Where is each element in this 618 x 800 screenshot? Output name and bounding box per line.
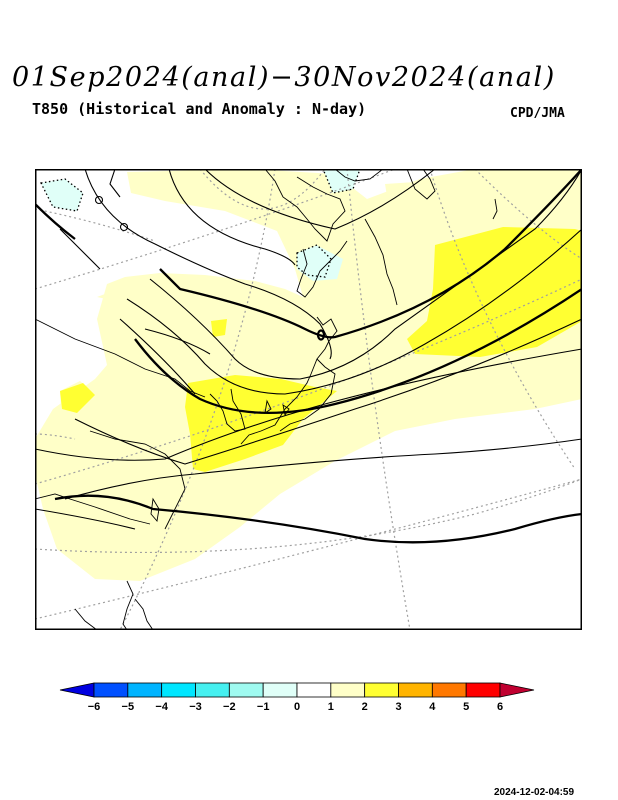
legend-swatch — [398, 682, 433, 698]
legend-swatch — [195, 682, 230, 698]
legend-swatch — [296, 682, 332, 698]
legend-swatch — [330, 682, 366, 698]
legend-swatch — [364, 682, 399, 698]
anomaly-shading-minus1 — [41, 169, 360, 281]
legend-tick-label: 1 — [328, 701, 334, 713]
legend-swatch — [499, 682, 535, 698]
legend-swatch — [161, 682, 196, 698]
legend-swatch — [93, 682, 129, 698]
legend-swatch — [127, 682, 163, 698]
legend-tick-label: 6 — [497, 701, 503, 713]
temperature-map — [35, 169, 582, 630]
legend-tick-label: 3 — [395, 701, 401, 713]
agency-label: CPD/JMA — [510, 106, 565, 121]
legend-tick-label: 4 — [429, 701, 436, 713]
map-frame — [35, 169, 582, 630]
legend-tick-label: −2 — [223, 701, 236, 713]
legend-tick-label: 2 — [362, 701, 368, 713]
legend-tick-label: 0 — [294, 701, 300, 713]
graticule — [35, 169, 582, 630]
negative-anomaly-outline — [40, 169, 361, 278]
legend-swatch — [262, 682, 298, 698]
legend-tick-label: −1 — [257, 701, 270, 713]
legend-tick-label: −6 — [88, 701, 101, 713]
legend-tick-label: −4 — [155, 701, 168, 713]
legend-tick-label: −3 — [189, 701, 202, 713]
isotherm-contours — [35, 169, 582, 530]
legend-swatch — [465, 682, 501, 698]
timestamp: 2024-12-02-04:59 — [494, 787, 575, 798]
legend-swatch — [431, 682, 467, 698]
map-subtitle: T850 (Historical and Anomaly : N-day) — [32, 100, 367, 118]
coastlines — [35, 169, 498, 630]
legend-swatch — [228, 682, 264, 698]
legend-swatch — [59, 682, 95, 698]
legend-tick-label: 5 — [463, 701, 469, 713]
color-legend: −6 −5 −4 −3 −2 −1 0 1 2 3 4 5 6 — [59, 682, 540, 722]
map-title: 01Sep2024(anal)−30Nov2024(anal) — [12, 62, 556, 93]
legend-tick-label: −5 — [122, 701, 135, 713]
isotherm-contours-bold — [35, 169, 582, 544]
